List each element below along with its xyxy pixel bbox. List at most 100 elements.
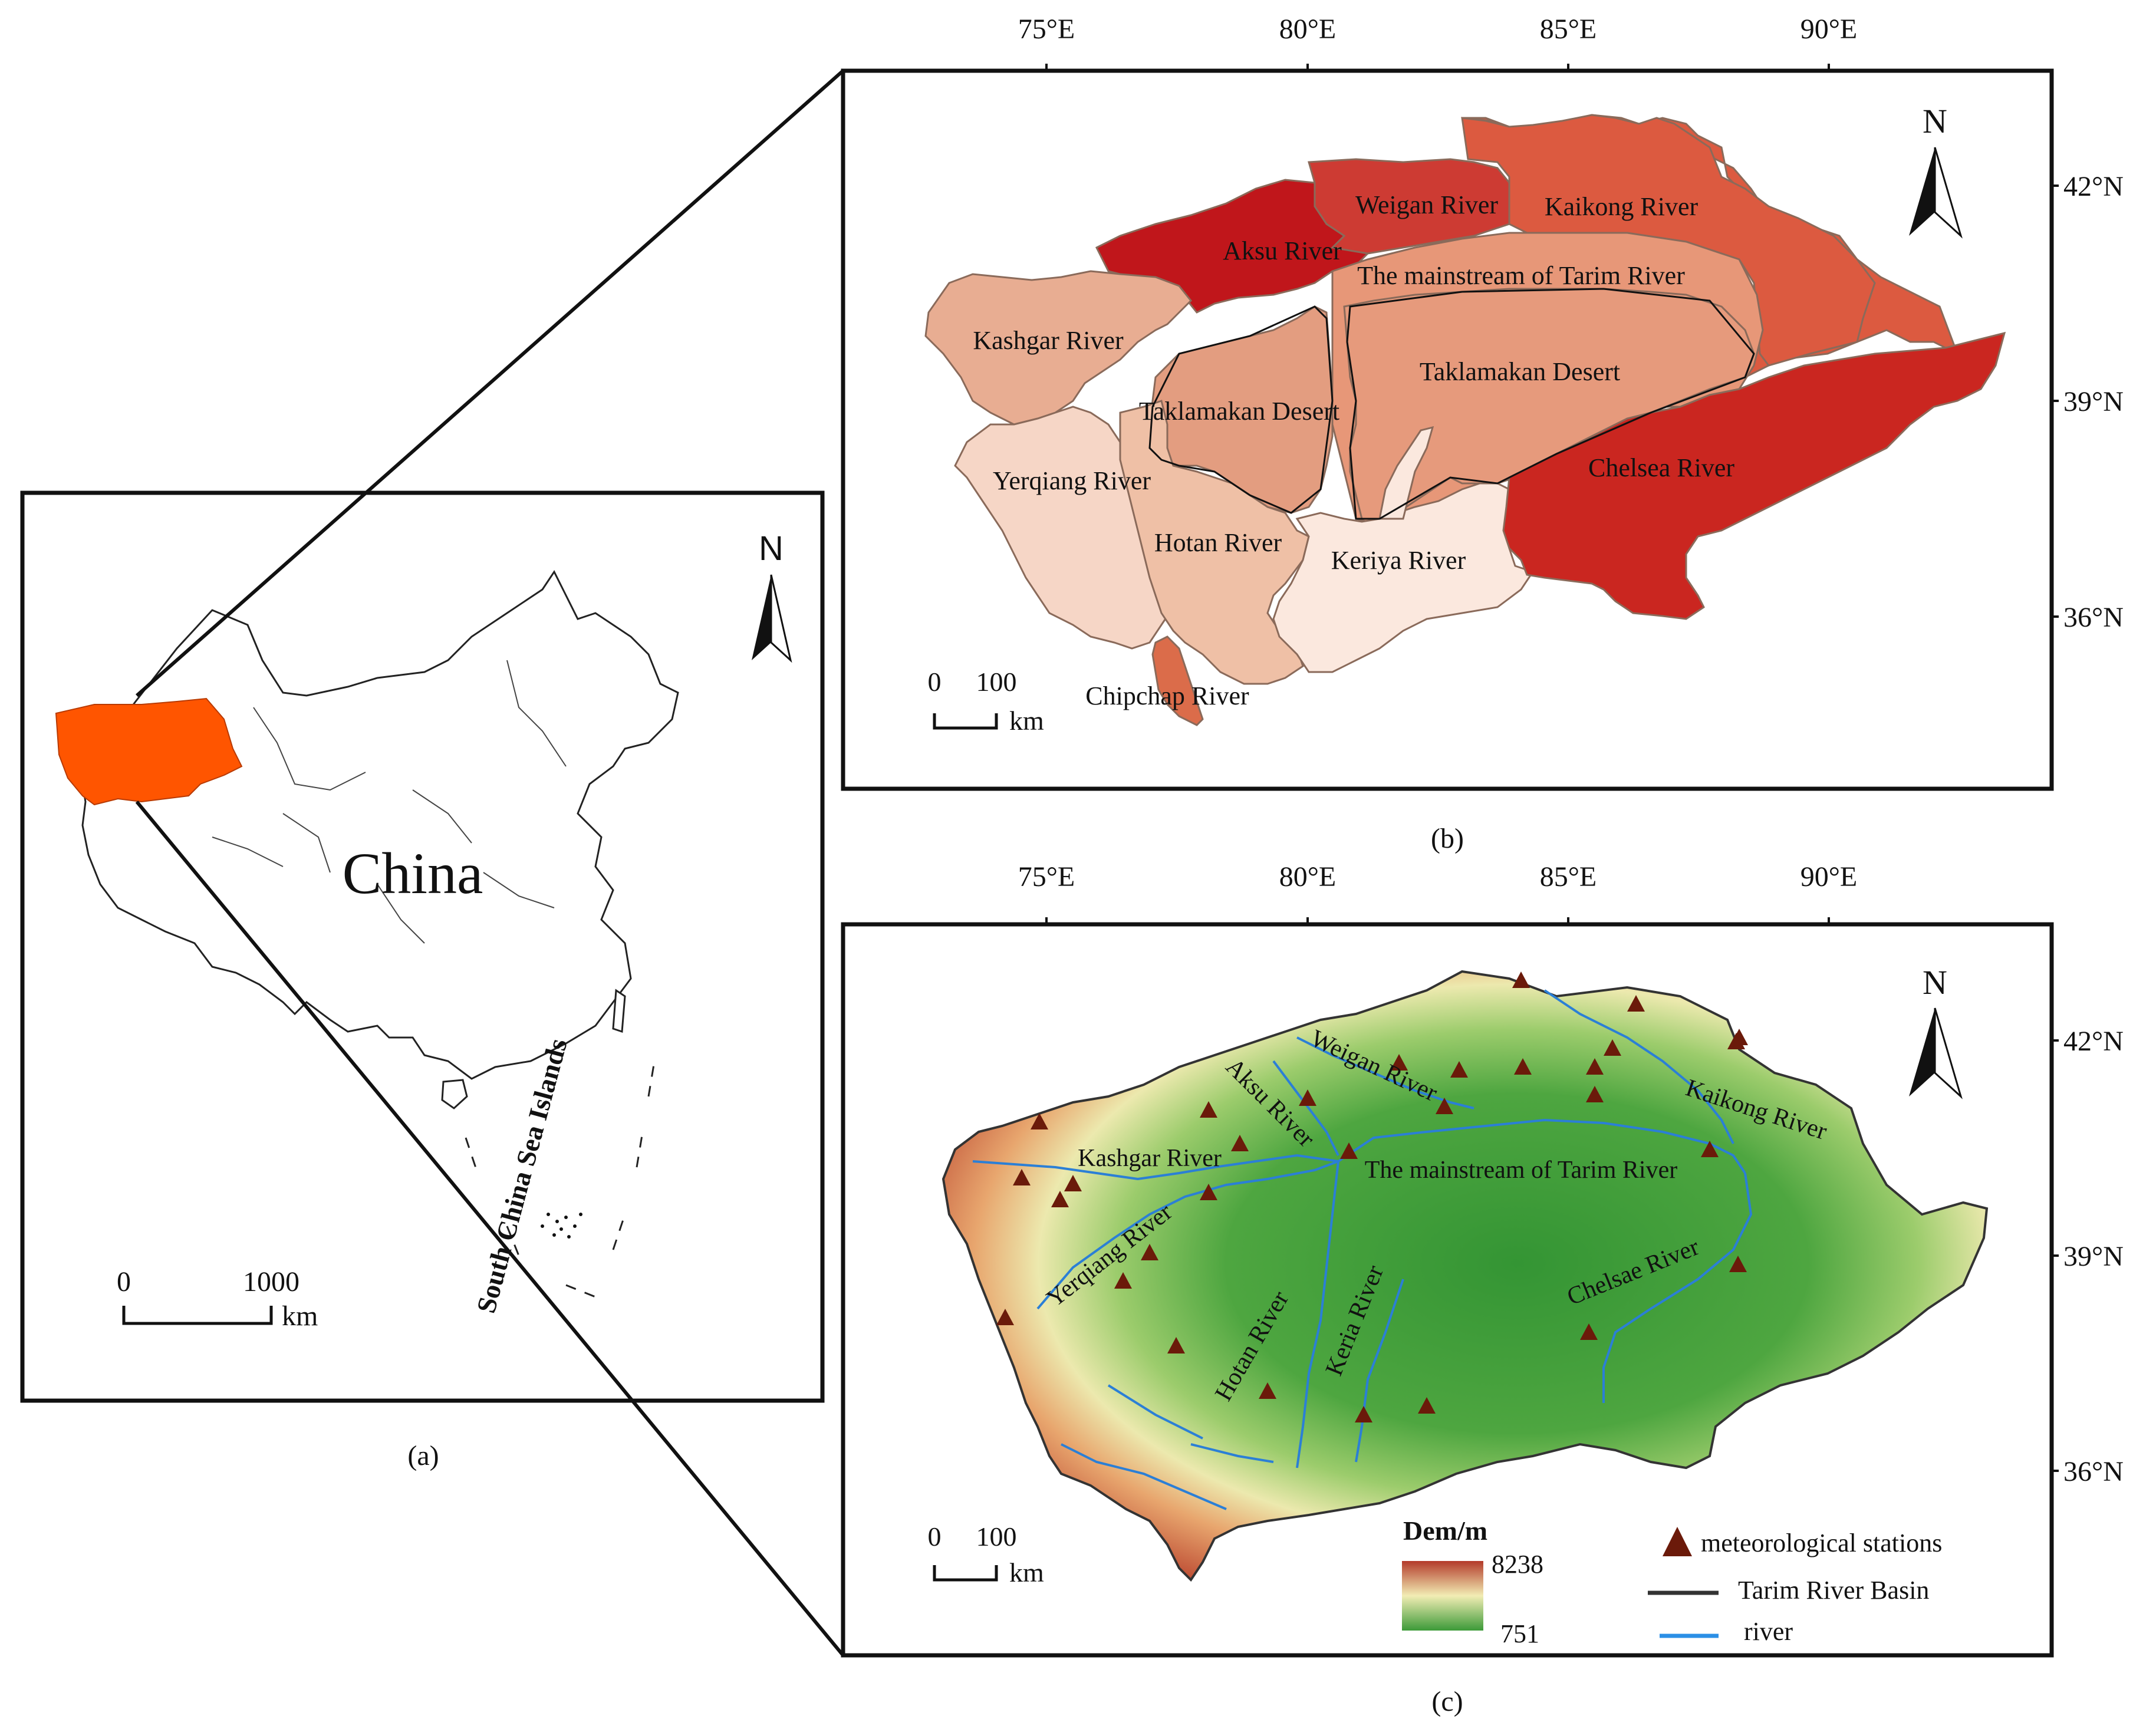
- lon-label-75-c: 75°E: [1018, 861, 1075, 893]
- river-chelsae: [1602, 1173, 1753, 1403]
- panel-c: 75°E 80°E 85°E 90°E 42°N 39°N 36°N: [841, 861, 2124, 1717]
- station-marker: [1627, 995, 1645, 1012]
- station-marker: [1604, 1039, 1621, 1056]
- panel-b-lon-labels: 75°E 80°E 85°E 90°E: [1018, 14, 1858, 45]
- china-label: China: [343, 841, 483, 906]
- scale-max-a: 1000: [243, 1266, 299, 1297]
- river-mainstream: [1337, 1118, 1746, 1174]
- station-marker: [1114, 1272, 1132, 1289]
- station-marker: [1514, 1058, 1532, 1075]
- caption-b: (b): [1431, 823, 1464, 854]
- river-hotan: [1296, 1161, 1339, 1468]
- province-lines: [212, 660, 567, 944]
- scale-max-c: 100: [976, 1521, 1017, 1552]
- station-marker: [1167, 1337, 1185, 1353]
- lat-label-36-c: 36°N: [2063, 1456, 2124, 1487]
- dem-color-ramp: [1402, 1561, 1483, 1631]
- panel-b-lat-labels: 42°N 39°N 36°N: [2063, 171, 2124, 633]
- lat-label-39-c: 39°N: [2063, 1241, 2124, 1272]
- north-label-c: N: [1923, 963, 1947, 1002]
- basin-regions: [924, 114, 2006, 726]
- station-marker: [1436, 1098, 1453, 1114]
- label-aksu-b: Aksu River: [1223, 236, 1342, 265]
- region-kashgar: [924, 270, 1193, 426]
- north-arrow-a: N: [752, 529, 792, 663]
- station-marker: [1141, 1244, 1158, 1260]
- panel-a-frame: [20, 490, 825, 1403]
- scale-zero-b: 0: [928, 667, 942, 697]
- river-kaikong: [1543, 989, 1734, 1144]
- symbol-legend: meteorological stations Tarim River Basi…: [1648, 1527, 1942, 1646]
- station-marker: [1729, 1256, 1747, 1272]
- river-weigan: [1296, 1036, 1474, 1109]
- panel-c-ticks: [1045, 917, 2059, 1472]
- panel-b-ticks: [1045, 64, 2059, 618]
- station-marker: [1231, 1135, 1249, 1151]
- label-mainstream-b: The mainstream of Tarim River: [1357, 261, 1685, 290]
- lon-label-90-b: 90°E: [1800, 14, 1858, 45]
- label-chipchap-b: Chipchap River: [1085, 681, 1249, 710]
- station-marker: [1340, 1142, 1358, 1159]
- scale-zero-a: 0: [117, 1266, 131, 1297]
- label-kaikong-b: Kaikong River: [1545, 192, 1699, 221]
- region-chipchap: [1151, 635, 1204, 726]
- station-marker: [1051, 1191, 1069, 1207]
- lon-label-85-b: 85°E: [1540, 14, 1597, 45]
- label-kashgar-c: Kashgar River: [1078, 1145, 1222, 1172]
- panel-a: N China South China Sea Islands 0 1000 k…: [20, 490, 825, 1471]
- dem-max-label: 8238: [1492, 1550, 1543, 1579]
- station-marker: [1259, 1382, 1276, 1399]
- legend-stations-label: meteorological stations: [1701, 1529, 1942, 1557]
- dem-min-label: 751: [1500, 1619, 1539, 1648]
- station-marker: [1450, 1061, 1468, 1078]
- station-marker: [1390, 1054, 1408, 1071]
- river-network: [972, 989, 1753, 1510]
- tarim-basin-highlight: [55, 697, 243, 806]
- label-kashgar-b: Kashgar River: [973, 326, 1124, 355]
- label-weigan-b: Weigan River: [1355, 190, 1498, 219]
- label-mainstream-c: The mainstream of Tarim River: [1365, 1157, 1677, 1184]
- station-marker: [1064, 1175, 1082, 1191]
- desert-outlines: [1148, 288, 1755, 520]
- station-marker: [1355, 1406, 1372, 1422]
- label-chelsea-b: Chelsea River: [1588, 453, 1734, 482]
- dem-legend-title: Dem/m: [1403, 1516, 1487, 1546]
- island-dots: [541, 1213, 582, 1239]
- lon-label-80-b: 80°E: [1279, 14, 1337, 45]
- station-marker: [1512, 971, 1530, 988]
- label-desert-east-b: Taklamakan Desert: [1420, 357, 1620, 386]
- south-china-sea-islands-label: South China Sea Islands: [470, 1035, 572, 1316]
- station-marker: [1031, 1113, 1048, 1129]
- legend-basin-label: Tarim River Basin: [1738, 1576, 1929, 1605]
- china-outline: [78, 570, 679, 1080]
- north-arrow-c: N: [1909, 963, 1963, 1099]
- river-yerqiang: [1036, 1160, 1339, 1310]
- scale-unit-c: km: [1009, 1557, 1044, 1588]
- station-marker: [1013, 1169, 1031, 1185]
- station-marker: [1200, 1184, 1217, 1200]
- station-marker: [1200, 1101, 1217, 1118]
- label-yerqiang-b: Yerqiang River: [993, 466, 1151, 495]
- station-marker: [1586, 1086, 1604, 1102]
- station-marker: [1418, 1397, 1436, 1414]
- caption-a: (a): [407, 1440, 439, 1471]
- river-aksu: [1272, 1060, 1339, 1156]
- label-keriya-b: Keriya River: [1331, 546, 1466, 575]
- legend-river-label: river: [1744, 1617, 1793, 1646]
- scale-unit-a: km: [282, 1300, 318, 1332]
- scale-bar-c: 0 100 km: [928, 1521, 1045, 1588]
- panel-c-lon-labels: 75°E 80°E 85°E 90°E: [1018, 861, 1858, 893]
- dem-legend: Dem/m 8238 751: [1402, 1516, 1543, 1648]
- label-hotan-b: Hotan River: [1154, 528, 1282, 557]
- lat-label-42-b: 42°N: [2063, 171, 2124, 202]
- scale-unit-b: km: [1009, 706, 1044, 736]
- north-label-a: N: [759, 529, 784, 568]
- scale-zero-c: 0: [928, 1521, 942, 1552]
- station-marker: [996, 1309, 1014, 1325]
- zoom-connector-lines: [135, 69, 845, 1656]
- hainan-island: [441, 1079, 468, 1109]
- north-arrow-b: N: [1909, 102, 1963, 239]
- lat-label-36-b: 36°N: [2063, 602, 2124, 633]
